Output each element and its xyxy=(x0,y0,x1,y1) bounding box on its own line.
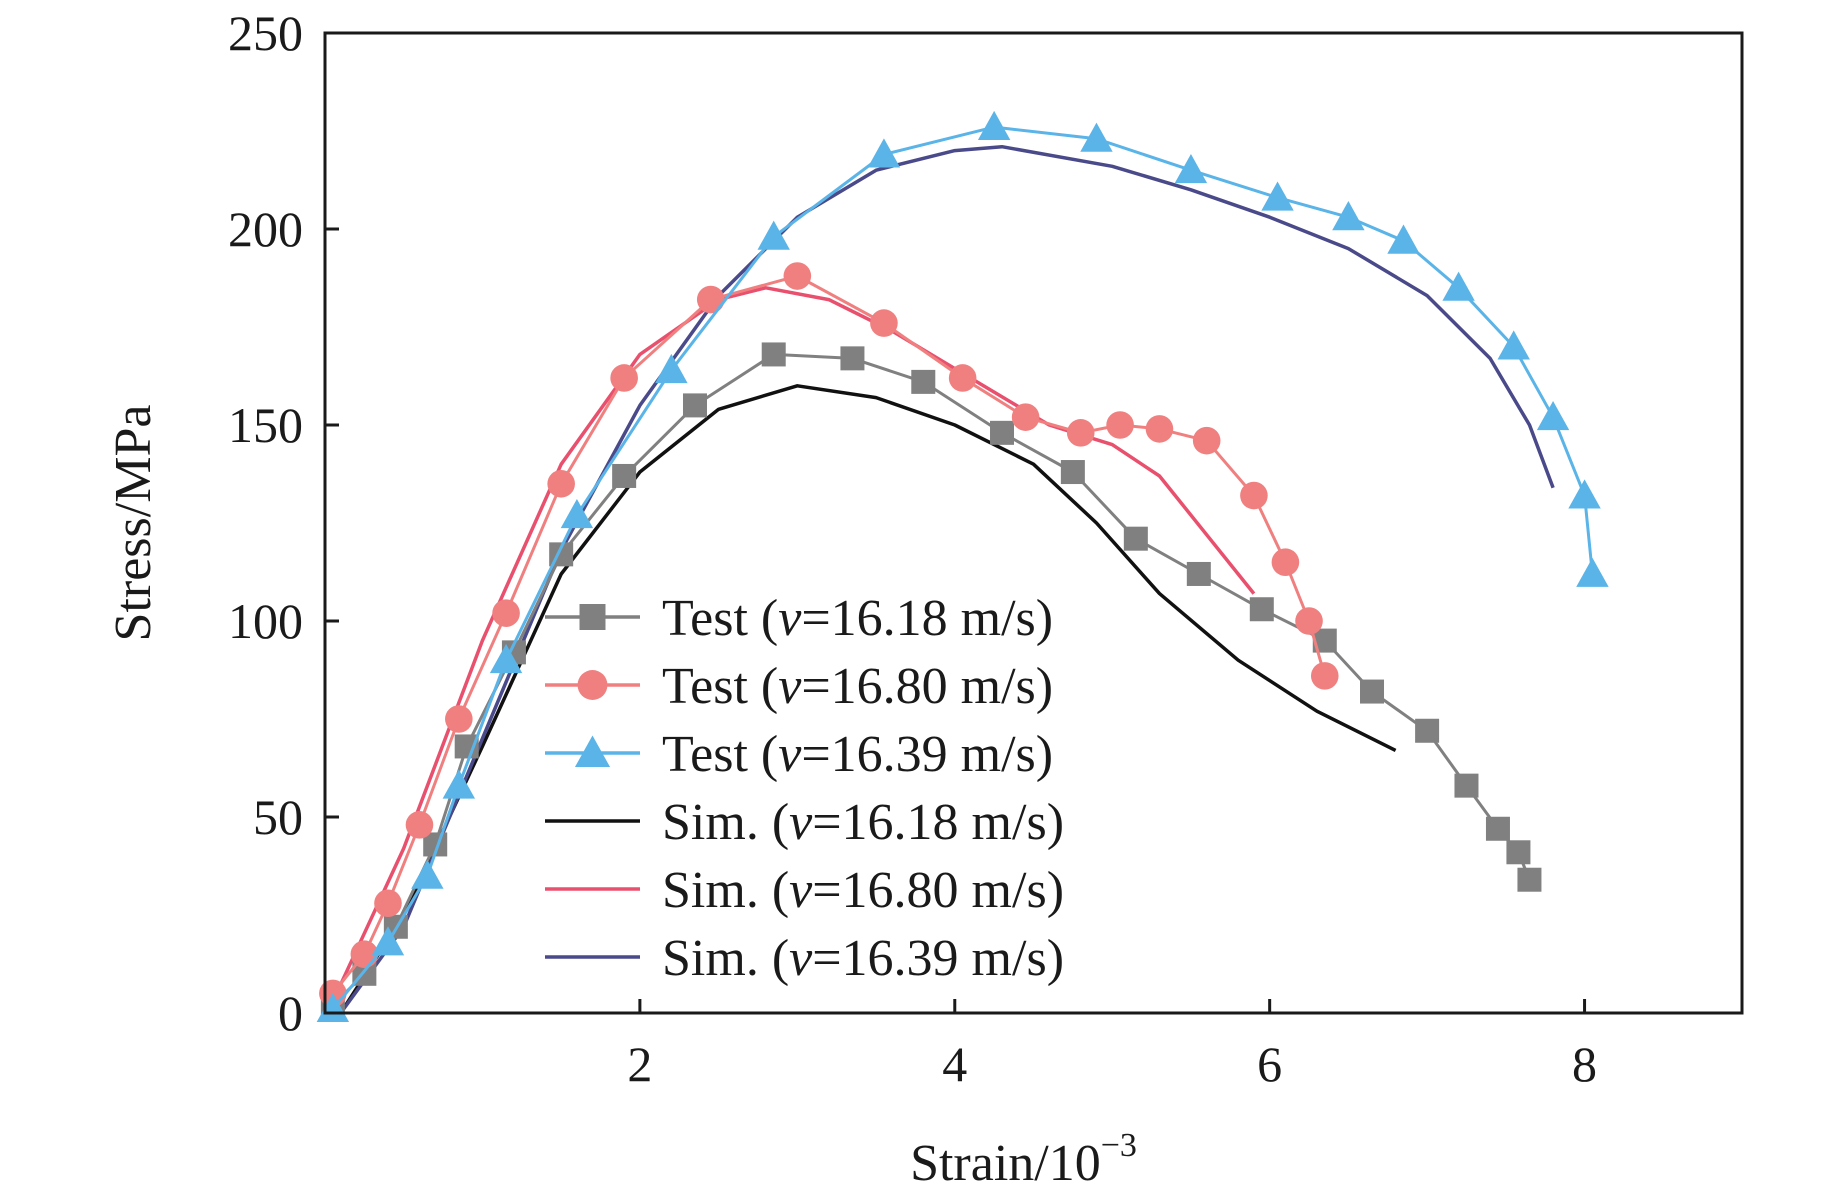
legend-label: Test (v=16.18 m/s) xyxy=(662,590,1053,647)
data-point-circle xyxy=(1310,662,1339,690)
data-point-circle xyxy=(1240,481,1268,510)
y-tick-label: 0 xyxy=(278,985,303,1041)
data-point-square xyxy=(911,369,936,394)
data-point-triangle xyxy=(1536,400,1570,431)
legend-entry: Sim. (v=16.80 m/s) xyxy=(545,862,1064,919)
series-line xyxy=(331,286,1256,1002)
data-point-square xyxy=(840,346,865,371)
y-axis-title: Stress/MPa xyxy=(105,405,162,642)
data-point-square xyxy=(1249,597,1274,622)
legend-entry: Test (v=16.18 m/s) xyxy=(545,590,1053,647)
data-point-circle xyxy=(1295,607,1323,635)
data-point-square xyxy=(1360,679,1385,704)
x-tick-label: 8 xyxy=(1572,1036,1597,1092)
data-point-triangle xyxy=(1442,271,1475,301)
data-point-triangle xyxy=(655,353,688,384)
y-tick-label: 50 xyxy=(253,789,303,845)
series-layer xyxy=(316,110,1609,1023)
series-line xyxy=(331,125,1594,1011)
data-point-square xyxy=(1186,561,1211,586)
data-point-square xyxy=(1506,840,1531,865)
data-point-circle xyxy=(547,470,575,498)
data-point-circle xyxy=(405,811,434,839)
data-point-triangle xyxy=(977,110,1011,141)
data-point-circle xyxy=(1106,411,1134,439)
data-point-triangle xyxy=(316,992,350,1023)
data-point-square xyxy=(1060,460,1085,485)
legend-label: Sim. (v=16.18 m/s) xyxy=(662,794,1064,851)
y-tick-label: 200 xyxy=(228,201,303,257)
data-point-square xyxy=(1123,526,1148,551)
data-point-triangle xyxy=(560,498,594,529)
data-point-triangle xyxy=(1080,122,1113,152)
data-point-circle xyxy=(948,364,977,392)
legend-entry: Sim. (v=16.18 m/s) xyxy=(545,794,1064,851)
data-point-square xyxy=(1454,773,1479,798)
data-point-square xyxy=(1517,867,1542,892)
legend-label: Test (v=16.39 m/s) xyxy=(662,726,1053,783)
legend-label: Sim. (v=16.80 m/s) xyxy=(662,862,1064,919)
data-point-triangle xyxy=(1387,224,1420,254)
data-point-square xyxy=(761,342,786,367)
legend-swatch-marker xyxy=(579,604,606,630)
x-axis-title-exponent: −3 xyxy=(1101,1127,1137,1164)
plot-frame xyxy=(323,31,1744,1015)
data-point-circle xyxy=(696,285,725,314)
series-line xyxy=(339,384,1397,1014)
x-tick-label: 2 xyxy=(627,1036,652,1092)
x-axis-title: Strain/10−3 xyxy=(910,1127,1137,1192)
data-point-circle xyxy=(1145,415,1174,443)
data-point-triangle xyxy=(1497,330,1530,360)
data-point-triangle xyxy=(757,220,790,250)
data-point-triangle xyxy=(371,926,405,956)
x-axis-title-base: Strain/10 xyxy=(910,1135,1101,1192)
legend: Test (v=16.18 m/s) Test (v=16.80 m/s) Test… xyxy=(545,590,1064,987)
y-tick-label: 100 xyxy=(228,593,303,649)
data-point-square xyxy=(682,393,707,418)
legend-label: Test (v=16.80 m/s) xyxy=(662,658,1053,715)
data-point-triangle xyxy=(867,138,901,168)
data-point-circle xyxy=(374,889,402,918)
data-point-triangle xyxy=(1568,479,1601,509)
legend-swatch-marker xyxy=(577,670,608,700)
legend-swatch-marker xyxy=(574,735,611,768)
data-point-triangle xyxy=(1174,154,1208,184)
data-point-triangle xyxy=(489,644,523,674)
data-point-triangle xyxy=(1576,557,1609,587)
data-point-triangle xyxy=(1332,201,1365,231)
data-point-circle xyxy=(1192,426,1221,455)
data-point-square xyxy=(990,420,1015,445)
x-tick-label: 6 xyxy=(1257,1036,1282,1092)
data-point-circle xyxy=(1271,548,1300,576)
data-point-circle xyxy=(783,262,812,290)
data-point-circle xyxy=(870,309,898,337)
series-sim-3 xyxy=(339,384,1397,1014)
series-sim-4 xyxy=(331,286,1256,1002)
data-point-triangle xyxy=(442,769,476,799)
data-point-circle xyxy=(1011,403,1040,431)
legend-entry: Test (v=16.39 m/s) xyxy=(545,726,1053,783)
data-point-circle xyxy=(610,364,638,392)
y-tick-label: 250 xyxy=(228,5,303,61)
series-test-2 xyxy=(316,110,1609,1023)
data-point-circle xyxy=(1066,419,1095,447)
data-point-square xyxy=(1485,816,1510,841)
data-point-circle xyxy=(492,599,520,627)
legend-entry: Sim. (v=16.39 m/s) xyxy=(545,930,1064,987)
data-point-square xyxy=(612,463,637,488)
y-tick-label: 150 xyxy=(228,397,303,453)
data-point-triangle xyxy=(411,859,444,889)
axis-ticks: 0 50 100 150 200 250 2 4 6 8 xyxy=(228,5,1597,1092)
legend-entry: Test (v=16.80 m/s) xyxy=(545,658,1053,715)
data-point-square xyxy=(1415,718,1440,743)
data-point-triangle xyxy=(1261,181,1294,211)
series-test-1 xyxy=(319,262,1339,1008)
x-tick-label: 4 xyxy=(942,1036,967,1092)
legend-label: Sim. (v=16.39 m/s) xyxy=(662,930,1064,987)
data-point-circle xyxy=(445,705,473,733)
